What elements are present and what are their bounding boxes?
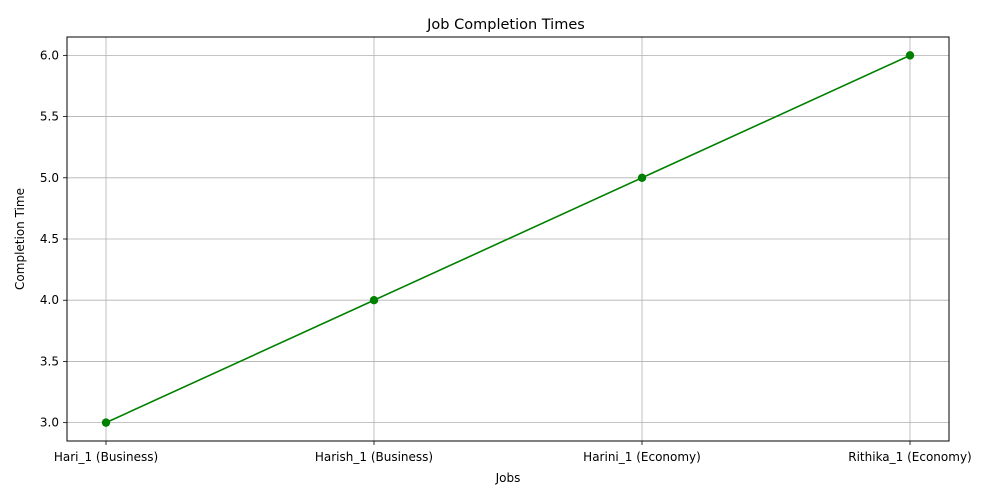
y-tick-label: 4.0 [40,293,59,307]
x-axis-title: Jobs [495,471,521,485]
series-layer [101,51,915,427]
y-tick-label: 5.5 [40,110,59,124]
data-point-marker [369,296,379,305]
y-tick-label: 3.0 [40,416,59,430]
y-axis-ticks: 3.0 3.5 4.0 4.5 5.0 5.5 6.0 [40,48,67,430]
data-point-marker [637,173,647,182]
chart-title: Job Completion Times [426,17,585,33]
grid-lines [67,37,949,441]
x-tick-label: Harish_1 (Business) [315,450,433,464]
x-tick-label: Rithika_1 (Economy) [848,450,971,464]
data-point-marker [905,51,915,60]
x-tick-label: Hari_1 (Business) [54,450,158,464]
x-tick-label: Harini_1 (Economy) [583,450,701,464]
series-line [105,54,911,424]
data-point-marker [101,418,111,427]
y-axis-title: Completion Time [13,188,27,290]
x-axis-ticks: Hari_1 (Business) Harish_1 (Business) Hari… [54,441,972,464]
y-tick-label: 3.5 [40,354,59,368]
y-tick-label: 6.0 [40,48,59,62]
y-tick-label: 4.5 [40,232,59,246]
y-tick-label: 5.0 [40,171,59,185]
